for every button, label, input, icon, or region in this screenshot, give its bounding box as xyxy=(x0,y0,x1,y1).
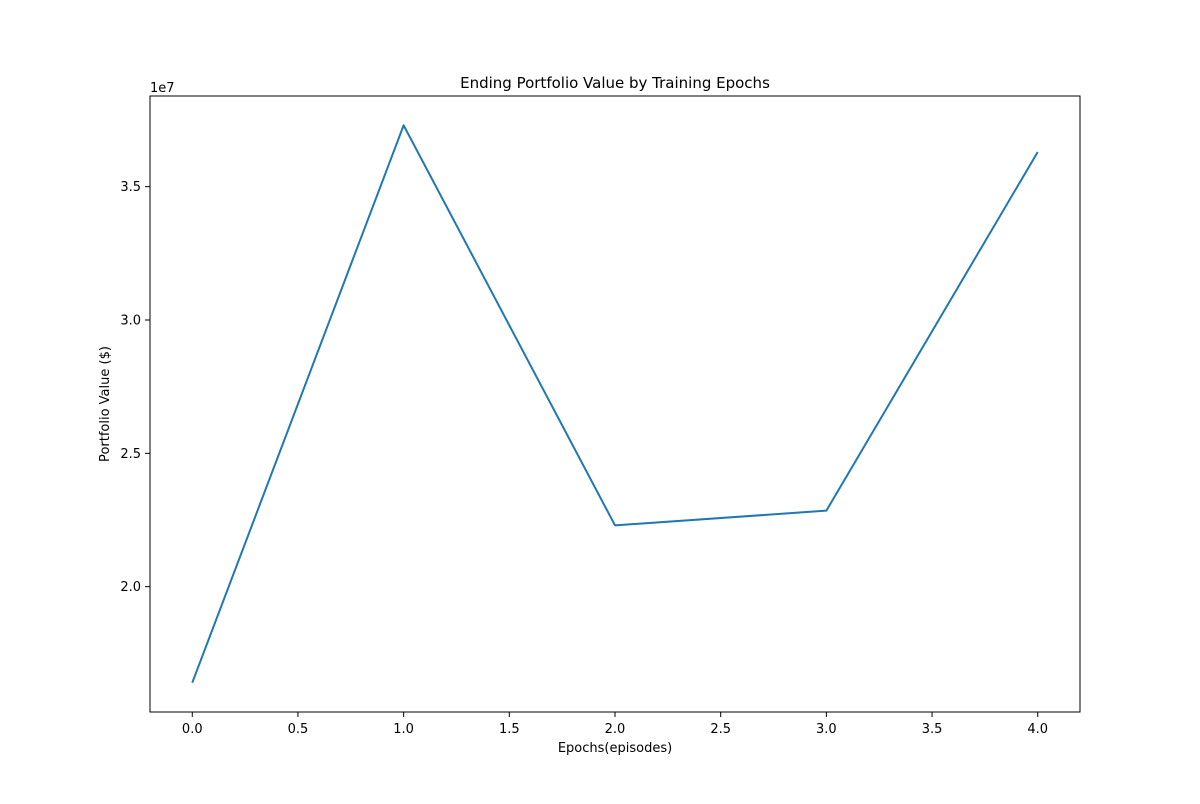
x-axis-label: Epochs(episodes) xyxy=(558,741,672,756)
y-axis-offset-label: 1e7 xyxy=(150,81,175,96)
y-tick-label: 3.0 xyxy=(120,314,141,329)
x-tick-label: 2.5 xyxy=(710,722,731,737)
x-tick-label: 1.0 xyxy=(393,722,414,737)
x-tick-label: 0.0 xyxy=(182,722,203,737)
plot-area xyxy=(150,96,1080,712)
y-axis-label: Portfolio Value ($) xyxy=(98,346,113,462)
chart-title: Ending Portfolio Value by Training Epoch… xyxy=(460,74,770,92)
x-tick-label: 0.5 xyxy=(288,722,309,737)
y-tick-label: 3.5 xyxy=(120,180,141,195)
x-tick-label: 2.0 xyxy=(605,722,626,737)
y-tick-label: 2.0 xyxy=(120,580,141,595)
x-tick-label: 4.0 xyxy=(1027,722,1048,737)
x-tick-label: 1.5 xyxy=(499,722,520,737)
y-tick-label: 2.5 xyxy=(120,447,141,462)
x-tick-label: 3.5 xyxy=(922,722,943,737)
x-tick-label: 3.0 xyxy=(816,722,837,737)
